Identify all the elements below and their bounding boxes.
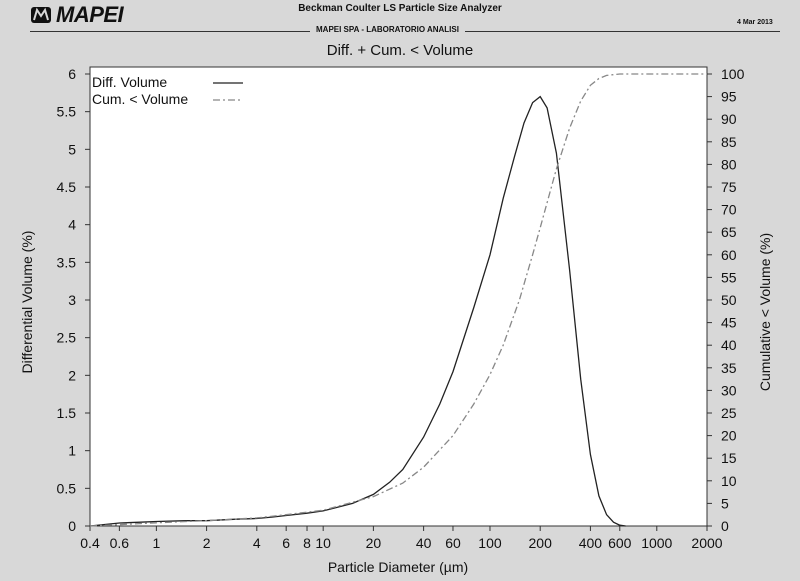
x-tick-label: 10	[315, 535, 331, 551]
left-tick-label: 2.5	[57, 330, 77, 346]
x-tick-label: 40	[416, 535, 432, 551]
left-tick-label: 1.5	[57, 405, 77, 421]
right-tick-label: 100	[721, 66, 745, 82]
right-tick-label: 20	[721, 428, 737, 444]
right-tick-label: 80	[721, 156, 737, 172]
right-tick-label: 35	[721, 360, 737, 376]
x-tick-label: 1	[152, 535, 160, 551]
right-tick-label: 65	[721, 224, 737, 240]
logo-text: MAPEI	[56, 2, 124, 27]
x-tick-label: 400	[579, 535, 603, 551]
right-tick-label: 10	[721, 473, 737, 489]
x-tick-label: 4	[253, 535, 261, 551]
x-tick-label: 2	[203, 535, 211, 551]
x-tick-label: 2000	[691, 535, 722, 551]
x-tick-label: 0.4	[80, 535, 100, 551]
left-tick-label: 3.5	[57, 254, 77, 270]
right-axis-ticks: 0 5 10 15 20 25 30 35 40 45 50 55 60 65 70 75 80 85 90 95 10…	[707, 66, 745, 534]
right-tick-label: 25	[721, 405, 737, 421]
right-tick-label: 0	[721, 518, 729, 534]
right-tick-label: 85	[721, 134, 737, 150]
report-header: MAPEI Beckman Coulter LS Particle Size A…	[0, 0, 800, 70]
right-tick-label: 90	[721, 111, 737, 127]
right-tick-label: 55	[721, 269, 737, 285]
x-tick-label: 20	[366, 535, 382, 551]
x-tick-label: 0.6	[110, 535, 130, 551]
mapei-logo-mark	[30, 4, 52, 26]
x-tick-label: 600	[608, 535, 632, 551]
report-date: 4 Mar 2013	[737, 19, 773, 26]
left-axis-ticks: 0 0.5 1 1.5 2 2.5 3 3.5 4 4.5 5 5.5 6	[57, 66, 90, 534]
left-tick-label: 6	[68, 66, 76, 82]
left-tick-label: 0.5	[57, 480, 77, 496]
plot-area	[89, 66, 708, 527]
left-tick-label: 5	[68, 141, 76, 157]
x-tick-label: 60	[445, 535, 461, 551]
right-tick-label: 30	[721, 382, 737, 398]
x-tick-label: 6	[282, 535, 290, 551]
right-tick-label: 95	[721, 89, 737, 105]
right-tick-label: 50	[721, 292, 737, 308]
right-tick-label: 15	[721, 450, 737, 466]
right-tick-label: 5	[721, 495, 729, 511]
left-axis-title: Differential Volume (%)	[19, 231, 35, 374]
right-tick-label: 75	[721, 179, 737, 195]
x-tick-label: 8	[303, 535, 311, 551]
x-tick-label: 100	[478, 535, 502, 551]
x-tick-label: 1000	[641, 535, 672, 551]
x-axis-ticks: 0.4 0.6 1 2 4 6 8 10 20 40 60 100 200 400 600 1000 2000	[80, 526, 723, 551]
cumulative-volume-line	[89, 73, 707, 527]
series-group	[89, 73, 707, 527]
left-tick-label: 3	[68, 292, 76, 308]
lab-name: MAPEI SPA - LABORATORIO ANALISI	[310, 25, 465, 34]
analyzer-title: Beckman Coulter LS Particle Size Analyze…	[298, 3, 502, 14]
left-tick-label: 2	[68, 367, 76, 383]
chart-title: Diff. + Cum. < Volume	[326, 42, 474, 59]
left-tick-label: 1	[68, 443, 76, 459]
right-tick-label: 70	[721, 202, 737, 218]
left-tick-label: 4	[68, 217, 76, 233]
x-tick-label: 200	[529, 535, 553, 551]
right-tick-label: 40	[721, 337, 737, 353]
mapei-logo: MAPEI	[30, 2, 124, 28]
left-tick-label: 4.5	[57, 179, 77, 195]
left-tick-label: 0	[68, 518, 76, 534]
right-axis-title: Cumulative < Volume (%)	[757, 233, 773, 391]
right-tick-label: 45	[721, 315, 737, 331]
right-tick-label: 60	[721, 247, 737, 263]
legend-label: Cum. < Volume	[92, 91, 188, 107]
x-axis-title: Particle Diameter (µm)	[328, 559, 468, 575]
left-tick-label: 5.5	[57, 104, 77, 120]
legend-label: Diff. Volume	[92, 74, 167, 90]
